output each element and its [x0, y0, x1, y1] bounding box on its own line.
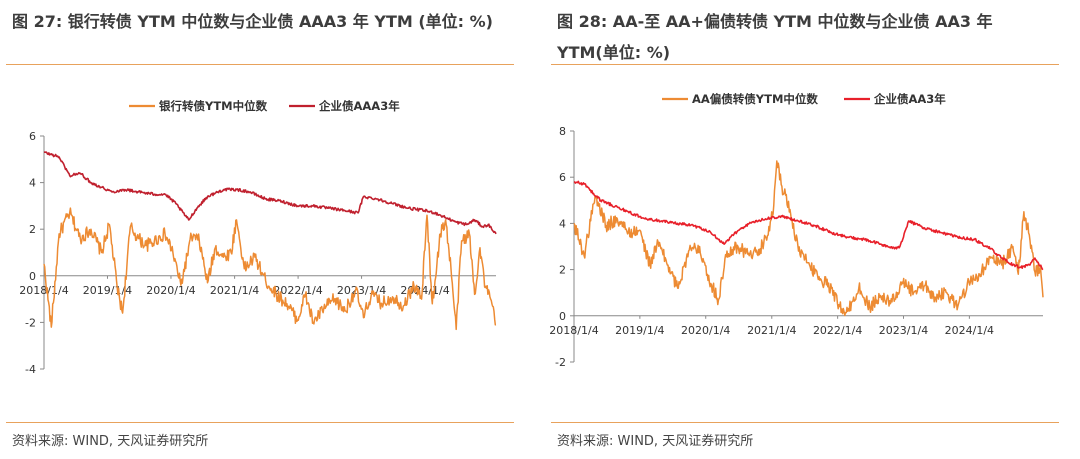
y-tick-label: -2 — [25, 316, 36, 329]
chart-title-left: 图 27: 银行转债 YTM 中位数与企业债 AAA3 年 YTM (单位: %… — [12, 12, 493, 31]
legend-label-1: 银行转债YTM中位数 — [159, 99, 268, 113]
x-tick-label: 2020/1/4 — [681, 324, 730, 337]
y-tick-label: 6 — [559, 171, 566, 184]
x-tick-label: 2020/1/4 — [146, 284, 195, 297]
x-tick-label: 2019/1/4 — [615, 324, 664, 337]
chart-panel-left: 图 27: 银行转债 YTM 中位数与企业债 AAA3 年 YTM (单位: %… — [0, 0, 515, 459]
series-line-1 — [573, 160, 1044, 317]
y-tick-label: -4 — [25, 363, 36, 376]
x-tick-label: 2023/1/4 — [879, 324, 928, 337]
y-tick-label: 4 — [29, 177, 36, 190]
x-tick-label: 2022/1/4 — [273, 284, 322, 297]
line-chart-right: -2 0 2 4 6 8 2018/1/4 2019/1/4 2020/1/4 2021/1/4 2… — [549, 92, 1044, 369]
legend-label-2: 企业债AAA3年 — [318, 99, 400, 113]
footer-divider-left — [6, 422, 514, 423]
x-tick-label: 2018/1/4 — [549, 324, 598, 337]
y-tick-label: 0 — [559, 310, 566, 323]
title-divider-left — [6, 64, 514, 65]
x-tick-label: 2024/1/4 — [945, 324, 994, 337]
source-note-left: 资料来源: WIND, 天风证券研究所 — [12, 434, 209, 449]
legend-label-1: AA偏债转债YTM中位数 — [692, 92, 818, 106]
x-tick-label: 2019/1/4 — [83, 284, 132, 297]
chart-title-right: 图 28: AA-至 AA+偏债转债 YTM 中位数与企业债 AA3 年 YTM… — [557, 12, 993, 62]
series-line-1 — [43, 207, 497, 331]
series-line-2 — [43, 151, 497, 235]
title-divider-right — [551, 64, 1059, 65]
y-tick-label: 2 — [559, 264, 566, 277]
chart-panel-right: 图 28: AA-至 AA+偏债转债 YTM 中位数与企业债 AA3 年 YTM… — [545, 0, 1060, 459]
footer-divider-right — [551, 422, 1059, 423]
line-chart-left: -4 -2 0 2 4 6 2018/1/4 2019/1/4 2020/1/4 2021/1/4… — [19, 99, 497, 376]
x-tick-label: 2022/1/4 — [813, 324, 862, 337]
source-note-right: 资料来源: WIND, 天风证券研究所 — [557, 434, 754, 449]
x-tick-label: 2021/1/4 — [747, 324, 796, 337]
y-tick-label: 0 — [29, 270, 36, 283]
x-tick-label: 2021/1/4 — [210, 284, 259, 297]
y-tick-label: 6 — [29, 130, 36, 143]
y-tick-label: 4 — [559, 217, 566, 230]
x-tick-label: 2018/1/4 — [19, 284, 68, 297]
y-tick-label: -2 — [555, 356, 566, 369]
y-tick-label: 8 — [559, 125, 566, 138]
series-line-2 — [573, 180, 1044, 271]
y-tick-label: 2 — [29, 223, 36, 236]
legend-label-2: 企业债AA3年 — [873, 92, 946, 106]
